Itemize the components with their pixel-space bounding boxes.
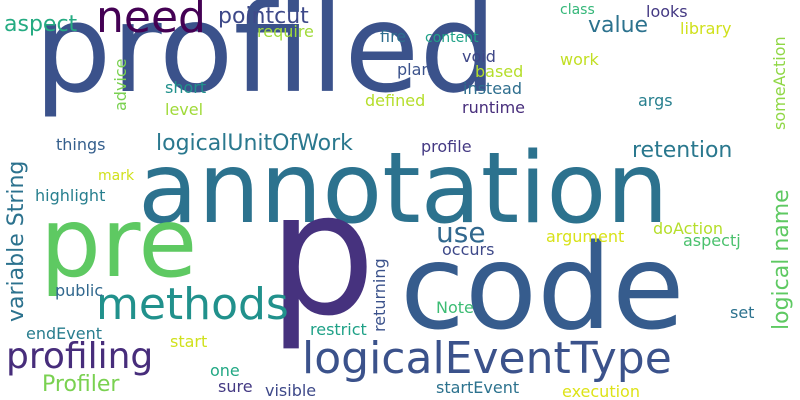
word-content: content xyxy=(425,30,479,46)
word-defined: defined xyxy=(365,91,426,110)
word-pre: pre xyxy=(40,187,198,299)
word-profiled: profiled xyxy=(34,0,497,120)
word-occurs: occurs xyxy=(442,240,495,259)
word-start: start xyxy=(170,332,208,351)
word-level: level xyxy=(165,100,204,119)
word-logicalUnitOfWork: logicalUnitOfWork xyxy=(156,131,353,156)
word-runtime: runtime xyxy=(462,98,526,117)
word-visible: visible xyxy=(265,381,317,400)
word-sure: sure xyxy=(218,377,253,396)
word-use: use xyxy=(436,216,486,249)
word-code: code xyxy=(400,218,685,356)
word-logicalEventType: logicalEventType xyxy=(302,333,672,384)
word-highlight: highlight xyxy=(35,186,106,205)
word-aspectj: aspectj xyxy=(683,231,741,250)
word-note: Note xyxy=(436,298,474,317)
word-plan: plan xyxy=(397,60,432,79)
word-advice: advice xyxy=(111,58,130,111)
word-short: short xyxy=(165,78,207,97)
word-aspect: aspect xyxy=(4,12,78,37)
word-logical-name: logical name xyxy=(769,189,794,330)
word-library: library xyxy=(680,19,732,38)
word-argument: argument xyxy=(546,227,625,246)
word-methods: methods xyxy=(96,279,289,330)
word-someAction: someAction xyxy=(770,36,789,130)
word-mark: mark xyxy=(98,168,135,184)
word-need: need xyxy=(96,0,206,43)
word-endEvent: endEvent xyxy=(26,324,102,343)
word-args: args xyxy=(638,91,673,110)
word-fire: fire xyxy=(380,27,407,46)
word-value: value xyxy=(588,13,649,38)
word-one: one xyxy=(210,361,240,380)
word-profiling: profiling xyxy=(6,336,154,377)
word-looks: looks xyxy=(646,2,688,21)
word-execution: execution xyxy=(562,382,640,400)
word-pointcut: pointcut xyxy=(218,4,309,29)
word-based: based xyxy=(475,62,524,81)
word-set: set xyxy=(730,303,755,322)
word-void: void xyxy=(462,47,496,66)
word-retention: retention xyxy=(632,138,733,163)
word-things: things xyxy=(56,135,106,154)
word-work: work xyxy=(560,50,599,69)
word-returning: returning xyxy=(370,258,389,332)
word-instead: instead xyxy=(463,79,522,98)
word-variable-string: variable String xyxy=(4,160,29,322)
word-profiler: Profiler xyxy=(42,372,120,397)
word-p: p xyxy=(268,156,376,354)
word-doAction: doAction xyxy=(653,219,724,238)
word-class: class xyxy=(560,2,595,18)
word-startEvent: startEvent xyxy=(436,378,520,397)
word-profile: profile xyxy=(421,137,472,156)
word-annotation: annotation xyxy=(138,132,669,246)
word-require: require xyxy=(257,22,314,41)
word-restrict: restrict xyxy=(310,320,367,339)
word-public: public xyxy=(55,281,104,300)
